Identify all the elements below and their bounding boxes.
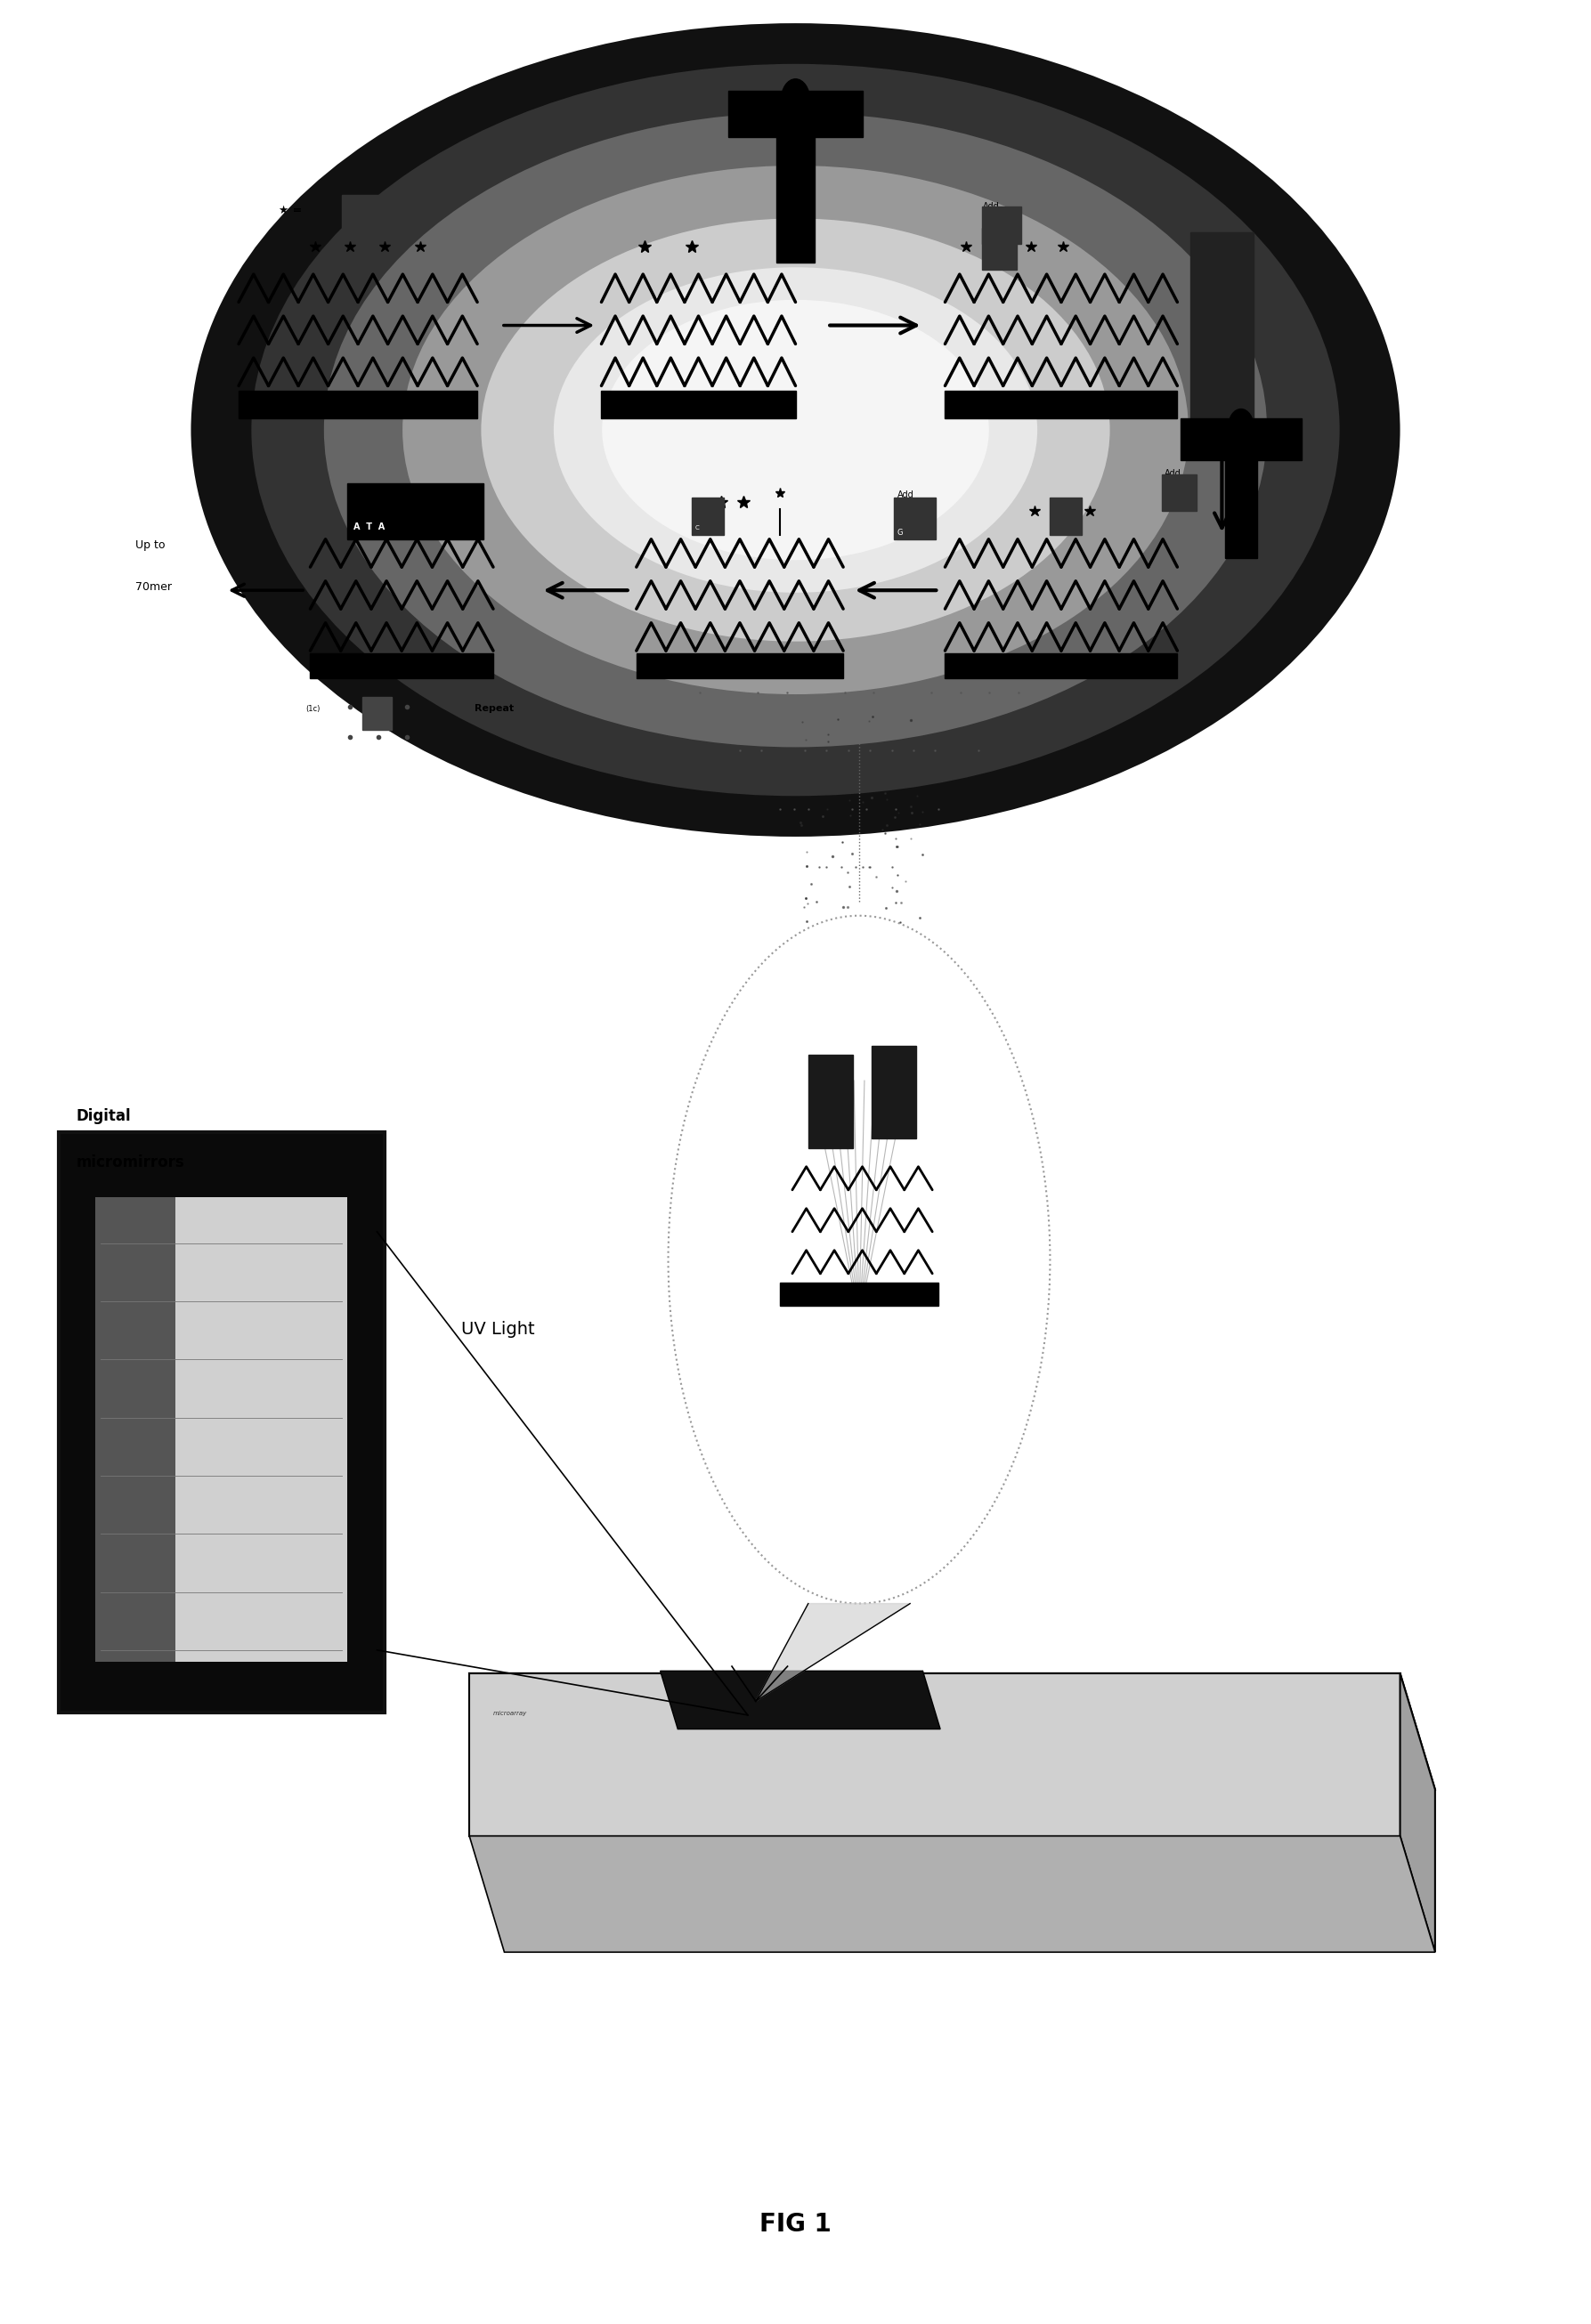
Bar	[982, 228, 1017, 270]
Ellipse shape	[480, 218, 1111, 641]
Text: Repeat: Repeat	[474, 704, 514, 713]
Text: Add: Add	[1165, 469, 1181, 479]
Polygon shape	[469, 1673, 1435, 1789]
Bar	[894, 497, 936, 539]
Ellipse shape	[554, 267, 1037, 593]
Ellipse shape	[325, 114, 1266, 748]
Bar	[729, 91, 862, 137]
Text: 70mer: 70mer	[135, 581, 172, 593]
Text: ★ =: ★ =	[278, 205, 302, 216]
Ellipse shape	[403, 165, 1188, 695]
Text: Digital: Digital	[76, 1109, 130, 1125]
Text: FIG 1: FIG 1	[759, 2212, 832, 2236]
Bar	[95, 1197, 175, 1662]
Bar	[872, 1046, 916, 1139]
Ellipse shape	[251, 65, 1340, 797]
Bar	[982, 207, 1021, 244]
Polygon shape	[1400, 1673, 1435, 1952]
Bar	[945, 390, 1177, 418]
Bar	[776, 132, 815, 263]
Bar	[1050, 497, 1082, 535]
Bar	[310, 653, 493, 679]
Bar	[1181, 418, 1301, 460]
Bar	[363, 697, 391, 730]
Bar	[347, 483, 484, 539]
Polygon shape	[756, 1604, 910, 1701]
Bar	[692, 497, 724, 535]
FancyBboxPatch shape	[59, 1132, 385, 1713]
Bar	[1225, 460, 1257, 558]
Polygon shape	[469, 1836, 1435, 1952]
Text: micromirrors: micromirrors	[76, 1155, 185, 1171]
Ellipse shape	[191, 23, 1400, 837]
Text: Add: Add	[897, 490, 913, 500]
Text: UV Light: UV Light	[461, 1320, 535, 1339]
Text: Up to: Up to	[135, 539, 165, 551]
Circle shape	[781, 79, 810, 121]
Bar	[780, 1283, 939, 1306]
Bar	[636, 653, 843, 679]
Bar	[175, 1197, 347, 1662]
Ellipse shape	[668, 916, 1050, 1604]
Text: microarray: microarray	[493, 1710, 527, 1715]
Bar	[342, 195, 398, 228]
Bar	[945, 653, 1177, 679]
Bar	[601, 390, 796, 418]
Text: (1c): (1c)	[305, 704, 320, 713]
Polygon shape	[660, 1671, 940, 1729]
Bar	[239, 390, 477, 418]
Bar	[95, 1197, 347, 1662]
Text: G: G	[897, 528, 904, 537]
Polygon shape	[469, 1673, 1400, 1836]
Text: Add: Add	[983, 202, 999, 211]
Ellipse shape	[601, 300, 990, 560]
Text: C: C	[695, 525, 700, 530]
Bar	[808, 1055, 853, 1148]
Circle shape	[1228, 409, 1254, 446]
Bar	[1190, 232, 1254, 418]
Text: A  T  A: A T A	[353, 523, 385, 532]
Bar	[1161, 474, 1196, 511]
